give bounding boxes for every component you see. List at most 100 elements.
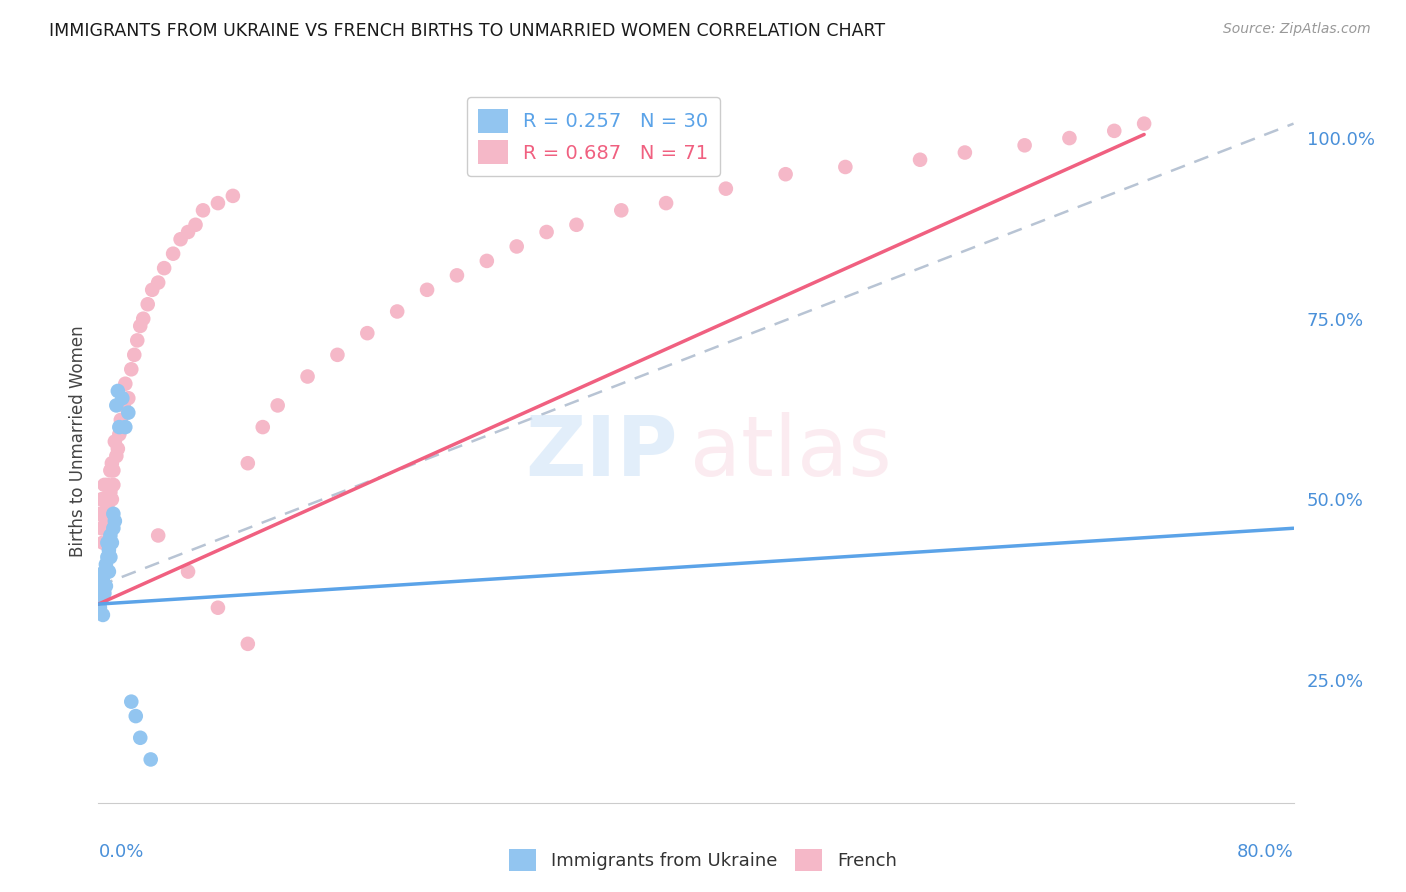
Point bbox=[93, 586, 115, 600]
Point bbox=[207, 600, 229, 615]
Point bbox=[91, 572, 114, 586]
Point bbox=[446, 268, 468, 283]
Point bbox=[105, 398, 128, 412]
Point bbox=[89, 600, 111, 615]
Point bbox=[101, 535, 124, 549]
Point bbox=[108, 420, 131, 434]
Point bbox=[908, 153, 931, 167]
Point bbox=[96, 478, 118, 492]
Point bbox=[416, 283, 439, 297]
Point bbox=[93, 565, 115, 579]
Text: ZIP: ZIP bbox=[526, 412, 678, 493]
Point bbox=[953, 145, 976, 160]
Point bbox=[90, 579, 112, 593]
Point bbox=[108, 427, 131, 442]
Point bbox=[90, 593, 112, 607]
Text: Source: ZipAtlas.com: Source: ZipAtlas.com bbox=[1223, 22, 1371, 37]
Point bbox=[98, 550, 122, 565]
Text: 0.0%: 0.0% bbox=[98, 843, 143, 861]
Point bbox=[297, 369, 319, 384]
Text: 80.0%: 80.0% bbox=[1237, 843, 1294, 861]
Point bbox=[714, 181, 737, 195]
Point bbox=[124, 348, 146, 362]
Point bbox=[111, 420, 134, 434]
Point bbox=[129, 731, 152, 745]
Point bbox=[1059, 131, 1081, 145]
Point bbox=[139, 752, 162, 766]
Point bbox=[93, 507, 115, 521]
Point bbox=[236, 456, 259, 470]
Point bbox=[97, 507, 120, 521]
Point bbox=[125, 709, 148, 723]
Point bbox=[110, 413, 132, 427]
Point bbox=[252, 420, 274, 434]
Point bbox=[120, 695, 142, 709]
Point bbox=[96, 500, 118, 514]
Point bbox=[184, 218, 207, 232]
Point bbox=[775, 167, 797, 181]
Point bbox=[91, 607, 114, 622]
Point bbox=[162, 246, 184, 260]
Point bbox=[1014, 138, 1036, 153]
Legend: R = 0.257   N = 30, R = 0.687   N = 71: R = 0.257 N = 30, R = 0.687 N = 71 bbox=[467, 97, 720, 176]
Point bbox=[207, 196, 229, 211]
Text: IMMIGRANTS FROM UKRAINE VS FRENCH BIRTHS TO UNMARRIED WOMEN CORRELATION CHART: IMMIGRANTS FROM UKRAINE VS FRENCH BIRTHS… bbox=[49, 22, 886, 40]
Point bbox=[107, 384, 129, 398]
Point bbox=[89, 507, 111, 521]
Point bbox=[536, 225, 558, 239]
Point bbox=[267, 398, 290, 412]
Point bbox=[114, 376, 136, 391]
Point bbox=[98, 463, 122, 477]
Point bbox=[96, 535, 118, 549]
Point bbox=[177, 225, 200, 239]
Point bbox=[236, 637, 259, 651]
Point bbox=[103, 463, 125, 477]
Point bbox=[132, 311, 155, 326]
Point bbox=[89, 586, 111, 600]
Point bbox=[222, 189, 245, 203]
Point bbox=[475, 254, 498, 268]
Point bbox=[1133, 117, 1156, 131]
Y-axis label: Births to Unmarried Women: Births to Unmarried Women bbox=[69, 326, 87, 558]
Point bbox=[169, 232, 191, 246]
Point bbox=[136, 297, 159, 311]
Point bbox=[103, 507, 125, 521]
Point bbox=[114, 420, 136, 434]
Point bbox=[111, 391, 134, 405]
Text: atlas: atlas bbox=[690, 412, 891, 493]
Point bbox=[148, 528, 170, 542]
Point bbox=[117, 391, 139, 405]
Point bbox=[94, 558, 117, 572]
Point bbox=[104, 434, 127, 449]
Point bbox=[96, 550, 118, 565]
Point bbox=[148, 276, 170, 290]
Point bbox=[834, 160, 856, 174]
Point bbox=[105, 449, 128, 463]
Point bbox=[610, 203, 633, 218]
Point bbox=[103, 521, 125, 535]
Point bbox=[191, 203, 214, 218]
Legend: Immigrants from Ukraine, French: Immigrants from Ukraine, French bbox=[502, 842, 904, 879]
Point bbox=[177, 565, 200, 579]
Point bbox=[107, 442, 129, 456]
Point bbox=[356, 326, 378, 341]
Point bbox=[326, 348, 349, 362]
Point bbox=[112, 398, 135, 412]
Point bbox=[1104, 124, 1126, 138]
Point bbox=[565, 218, 588, 232]
Point bbox=[655, 196, 678, 211]
Point bbox=[101, 492, 124, 507]
Point bbox=[385, 304, 409, 318]
Point bbox=[94, 579, 117, 593]
Point bbox=[97, 565, 120, 579]
Point bbox=[104, 514, 127, 528]
Point bbox=[94, 514, 117, 528]
Point bbox=[120, 362, 142, 376]
Point bbox=[101, 456, 124, 470]
Point bbox=[117, 406, 139, 420]
Point bbox=[98, 528, 122, 542]
Point bbox=[129, 318, 152, 333]
Point bbox=[141, 283, 163, 297]
Point bbox=[93, 478, 115, 492]
Point bbox=[506, 239, 529, 253]
